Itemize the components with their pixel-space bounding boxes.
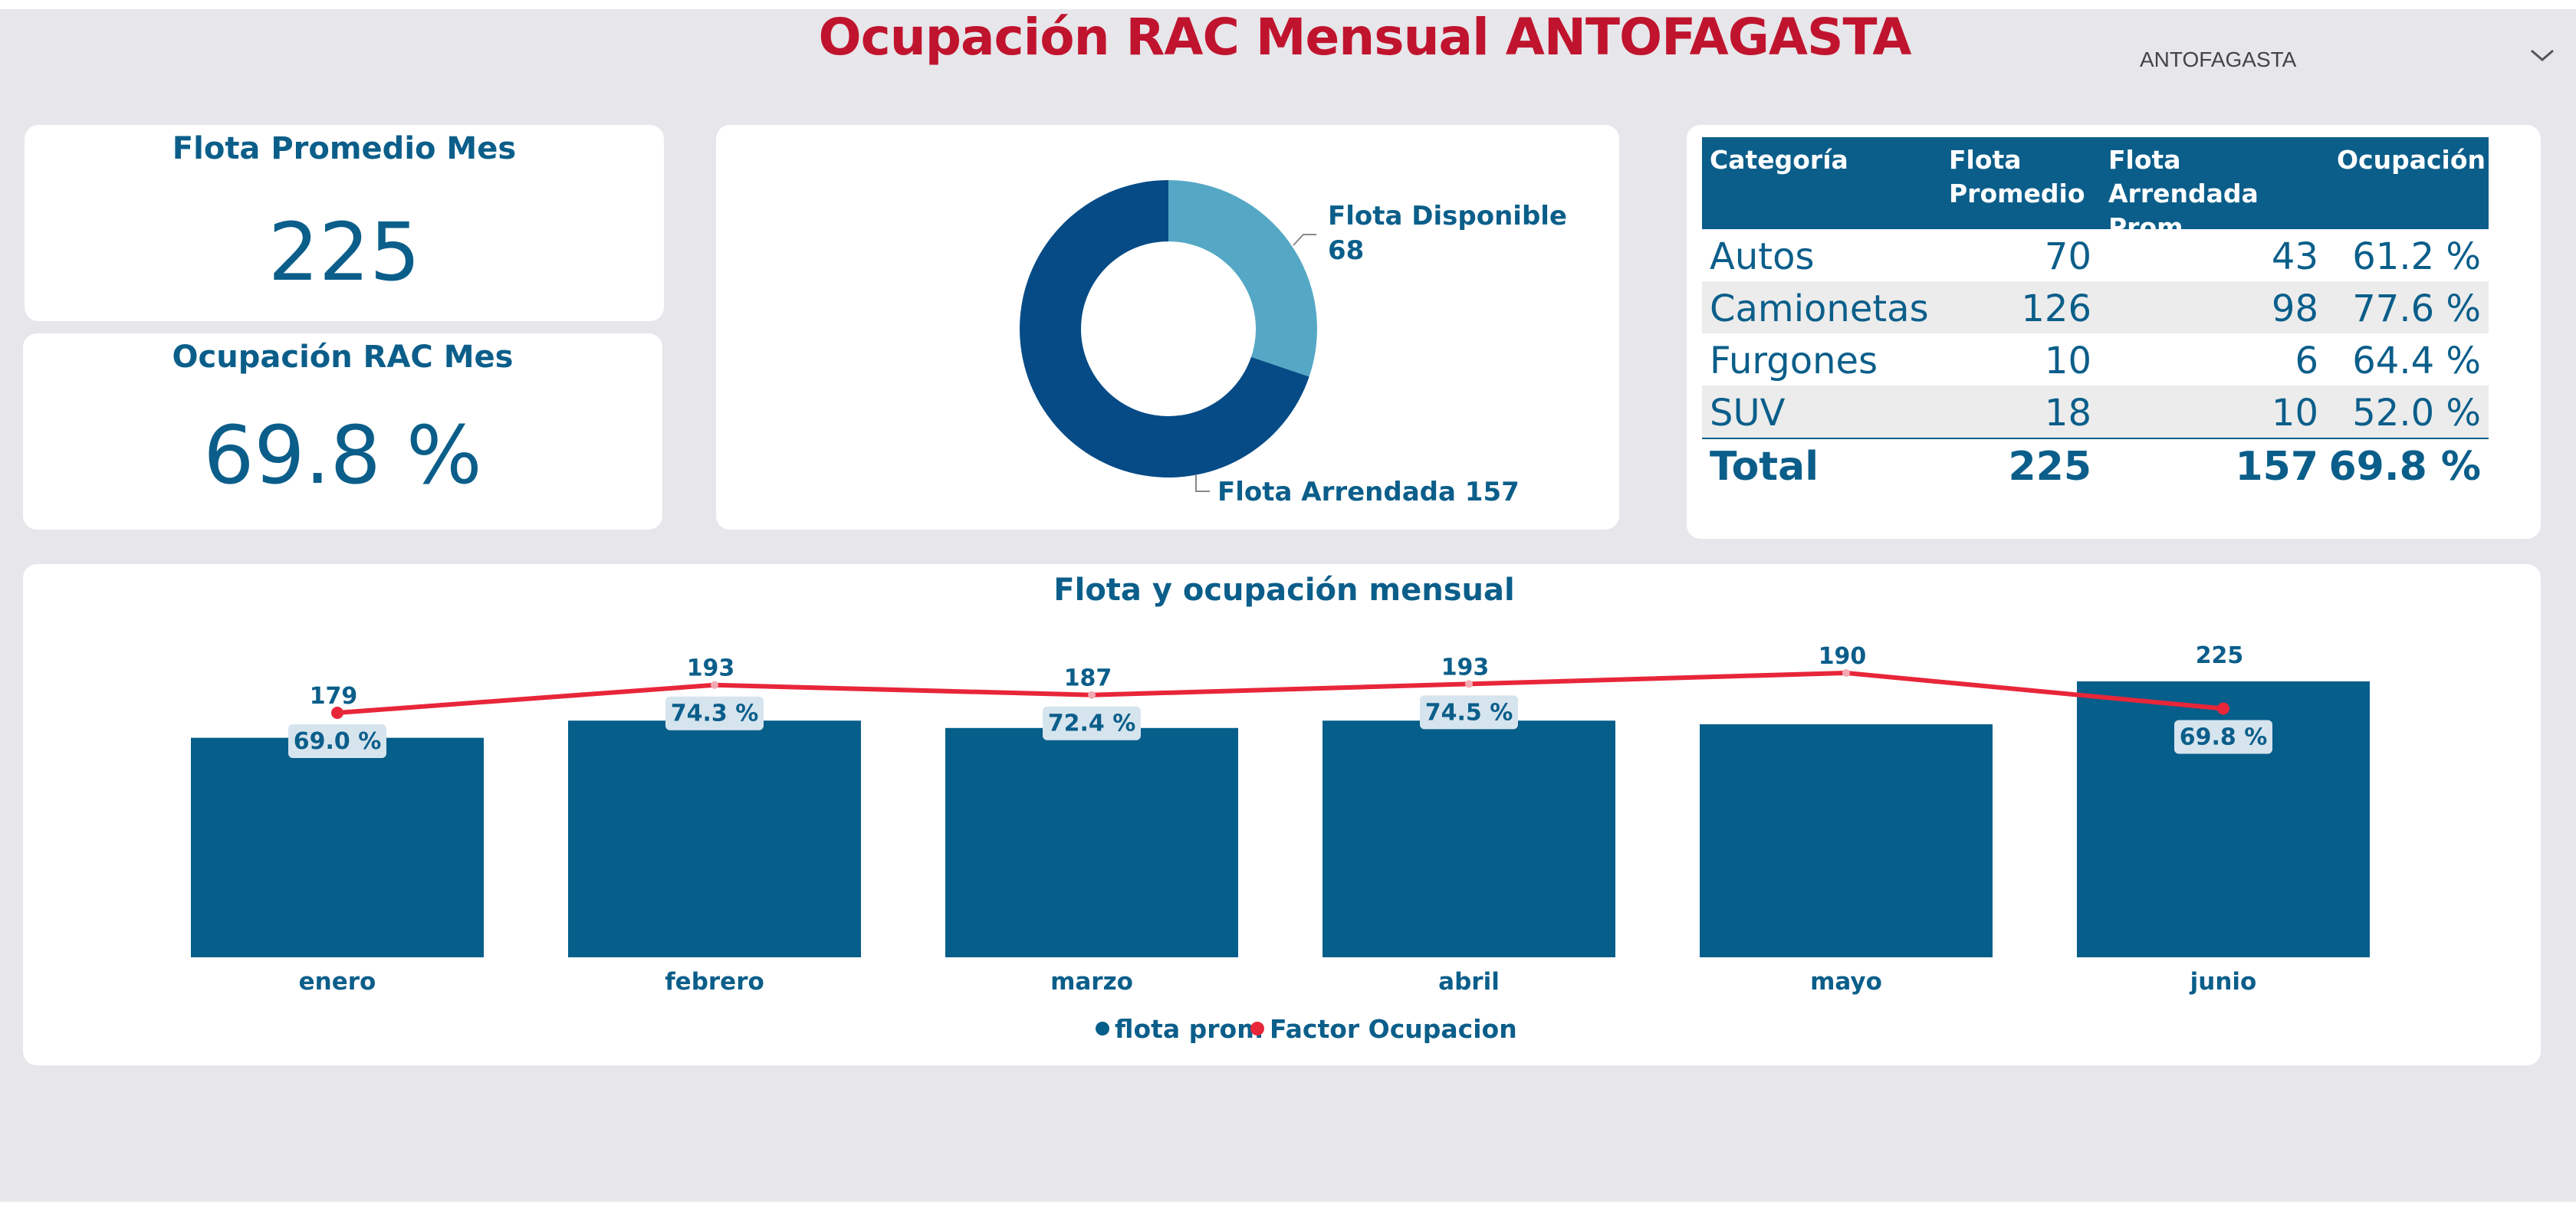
x-tick-label: abril (1438, 968, 1500, 996)
cell-flota: 126 (2021, 287, 2091, 330)
slicer-value: ANTOFAGASTA (2140, 48, 2297, 71)
pct-label-bg (665, 696, 764, 730)
x-tick-label: febrero (665, 968, 764, 996)
donut-segments (1019, 180, 1317, 478)
line-point[interactable] (1088, 691, 1096, 699)
x-tick-label: marzo (1050, 968, 1133, 996)
total-categoria: Total (1710, 444, 1819, 490)
table-total-row: Total 225 157 69.8 % (1702, 438, 2489, 500)
chevron-down-icon[interactable] (2528, 41, 2556, 71)
monthly-chart-card: Flota y ocupación mensual enero febrero ma… (23, 564, 2541, 1065)
cell-categoria: Camionetas (1710, 287, 1929, 330)
pct-label-bg (2174, 720, 2272, 754)
page-title: Ocupación RAC Mensual ANTOFAGASTA (818, 8, 1912, 67)
cell-flota: 70 (2044, 235, 2091, 278)
chart-legend: flota prom Factor Ocupacion (1096, 1014, 1517, 1044)
line-point[interactable] (331, 707, 343, 719)
monthly-chart: Flota y ocupación mensual enero febrero ma… (191, 573, 2370, 1044)
table-row: Autos 70 43 61.2 % (1702, 229, 2489, 281)
pct-label: 74.5 % (1425, 699, 1513, 726)
donut-label-disponible-name: Flota Disponible (1328, 201, 1567, 231)
bar-enero[interactable] (191, 737, 484, 957)
chart-title: Flota y ocupación mensual (1053, 573, 1514, 608)
cell-flota: 18 (2044, 392, 2091, 435)
kpi-ocupacion-value: 69.8 % (203, 409, 482, 502)
header-flota-promedio: Flota Promedio (1949, 145, 2085, 208)
total-flota: 225 (2008, 444, 2091, 490)
x-tick-label: mayo (1810, 968, 1882, 996)
line-point[interactable] (1465, 680, 1473, 688)
line-point[interactable] (2217, 702, 2229, 715)
pct-label: 74.3 % (671, 701, 759, 727)
pct-label-bg (1043, 706, 1141, 740)
donut-segment-disponible[interactable] (1168, 180, 1317, 377)
bar-value-label: 190 (1819, 643, 1867, 670)
bar-abril[interactable] (1322, 720, 1615, 957)
cell-ocupacion: 52.0 % (2352, 392, 2481, 435)
table-header: Categoría Flota Promedio Flota Arrendada… (1702, 137, 2489, 242)
donut-leader-disponible (1293, 234, 1316, 246)
category-table-card: Categoría Flota Promedio Flota Arrendada… (1687, 125, 2541, 539)
cell-categoria: SUV (1710, 392, 1786, 435)
cell-arrendada: 10 (2271, 392, 2318, 435)
kpi-flota-title: Flota Promedio Mes (172, 131, 517, 166)
bar-value-label: 193 (687, 655, 735, 682)
kpi-flota-value: 225 (268, 205, 421, 299)
x-tick-label: enero (299, 968, 376, 996)
cell-ocupacion: 77.6 % (2352, 287, 2481, 330)
cell-arrendada: 6 (2295, 340, 2318, 382)
donut-label-arrendada: Flota Arrendada 157 (1217, 477, 1520, 507)
bar-marzo[interactable] (945, 727, 1238, 957)
cell-arrendada: 98 (2271, 287, 2318, 330)
donut-card: Flota Disponible 68 Flota Arrendada 157 (716, 125, 1619, 530)
bar-value-label: 187 (1064, 665, 1112, 692)
cell-ocupacion: 64.4 % (2352, 340, 2481, 382)
header-categoria: Categoría (1710, 145, 1848, 175)
line-point[interactable] (1842, 669, 1850, 677)
line-point[interactable] (711, 681, 718, 689)
pct-label-bg (288, 724, 386, 758)
table-row: Camionetas 126 98 77.6 % (1702, 281, 2489, 333)
total-arrendada: 157 (2235, 444, 2318, 490)
legend-marker-flota (1096, 1022, 1109, 1035)
cell-flota: 10 (2044, 340, 2091, 382)
cell-categoria: Furgones (1710, 340, 1878, 382)
table-row: Furgones 10 6 64.4 % (1702, 333, 2489, 386)
line-factor-ocupacion (337, 671, 2224, 715)
bar-value-label: 225 (2196, 642, 2244, 669)
header-ocupacion: Ocupación (2337, 145, 2486, 175)
cell-categoria: Autos (1710, 235, 1815, 278)
legend-label-factor: Factor Ocupacion (1270, 1014, 1517, 1044)
bar-value-label: 179 (310, 683, 358, 710)
kpi-card-ocupacion: Ocupación RAC Mes 69.8 % (23, 333, 662, 530)
cell-ocupacion: 61.2 % (2352, 235, 2481, 278)
bar-mayo[interactable] (1700, 724, 1993, 957)
pct-label-bg (1420, 695, 1518, 730)
bar-value-label: 193 (1441, 654, 1490, 681)
kpi-card-flota: Flota Promedio Mes 225 (25, 125, 664, 321)
donut-label-disponible-value: 68 (1328, 235, 1364, 266)
legend-label-flota: flota prom (1115, 1014, 1263, 1044)
table-row: SUV 18 10 52.0 % (1702, 386, 2489, 438)
donut-leader-arrendada (1195, 474, 1210, 492)
legend-marker-factor (1250, 1022, 1264, 1035)
x-tick-label: junio (2189, 968, 2257, 996)
cell-arrendada: 43 (2271, 235, 2318, 278)
kpi-ocupacion-title: Ocupación RAC Mes (172, 340, 514, 375)
donut-chart: Flota Disponible 68 Flota Arrendada 157 (1019, 180, 1567, 507)
header-flota-arrendada: Flota Arrendada Prom (2108, 145, 2259, 242)
city-slicer[interactable]: ANTOFAGASTA (2128, 38, 2568, 84)
pct-label: 72.4 % (1048, 711, 1136, 737)
pct-label: 69.8 % (2180, 724, 2268, 751)
donut-segment-arrendada[interactable] (1019, 180, 1309, 478)
bar-febrero[interactable] (568, 720, 861, 957)
total-ocupacion: 69.8 % (2328, 444, 2481, 490)
pct-label: 69.0 % (294, 728, 382, 755)
